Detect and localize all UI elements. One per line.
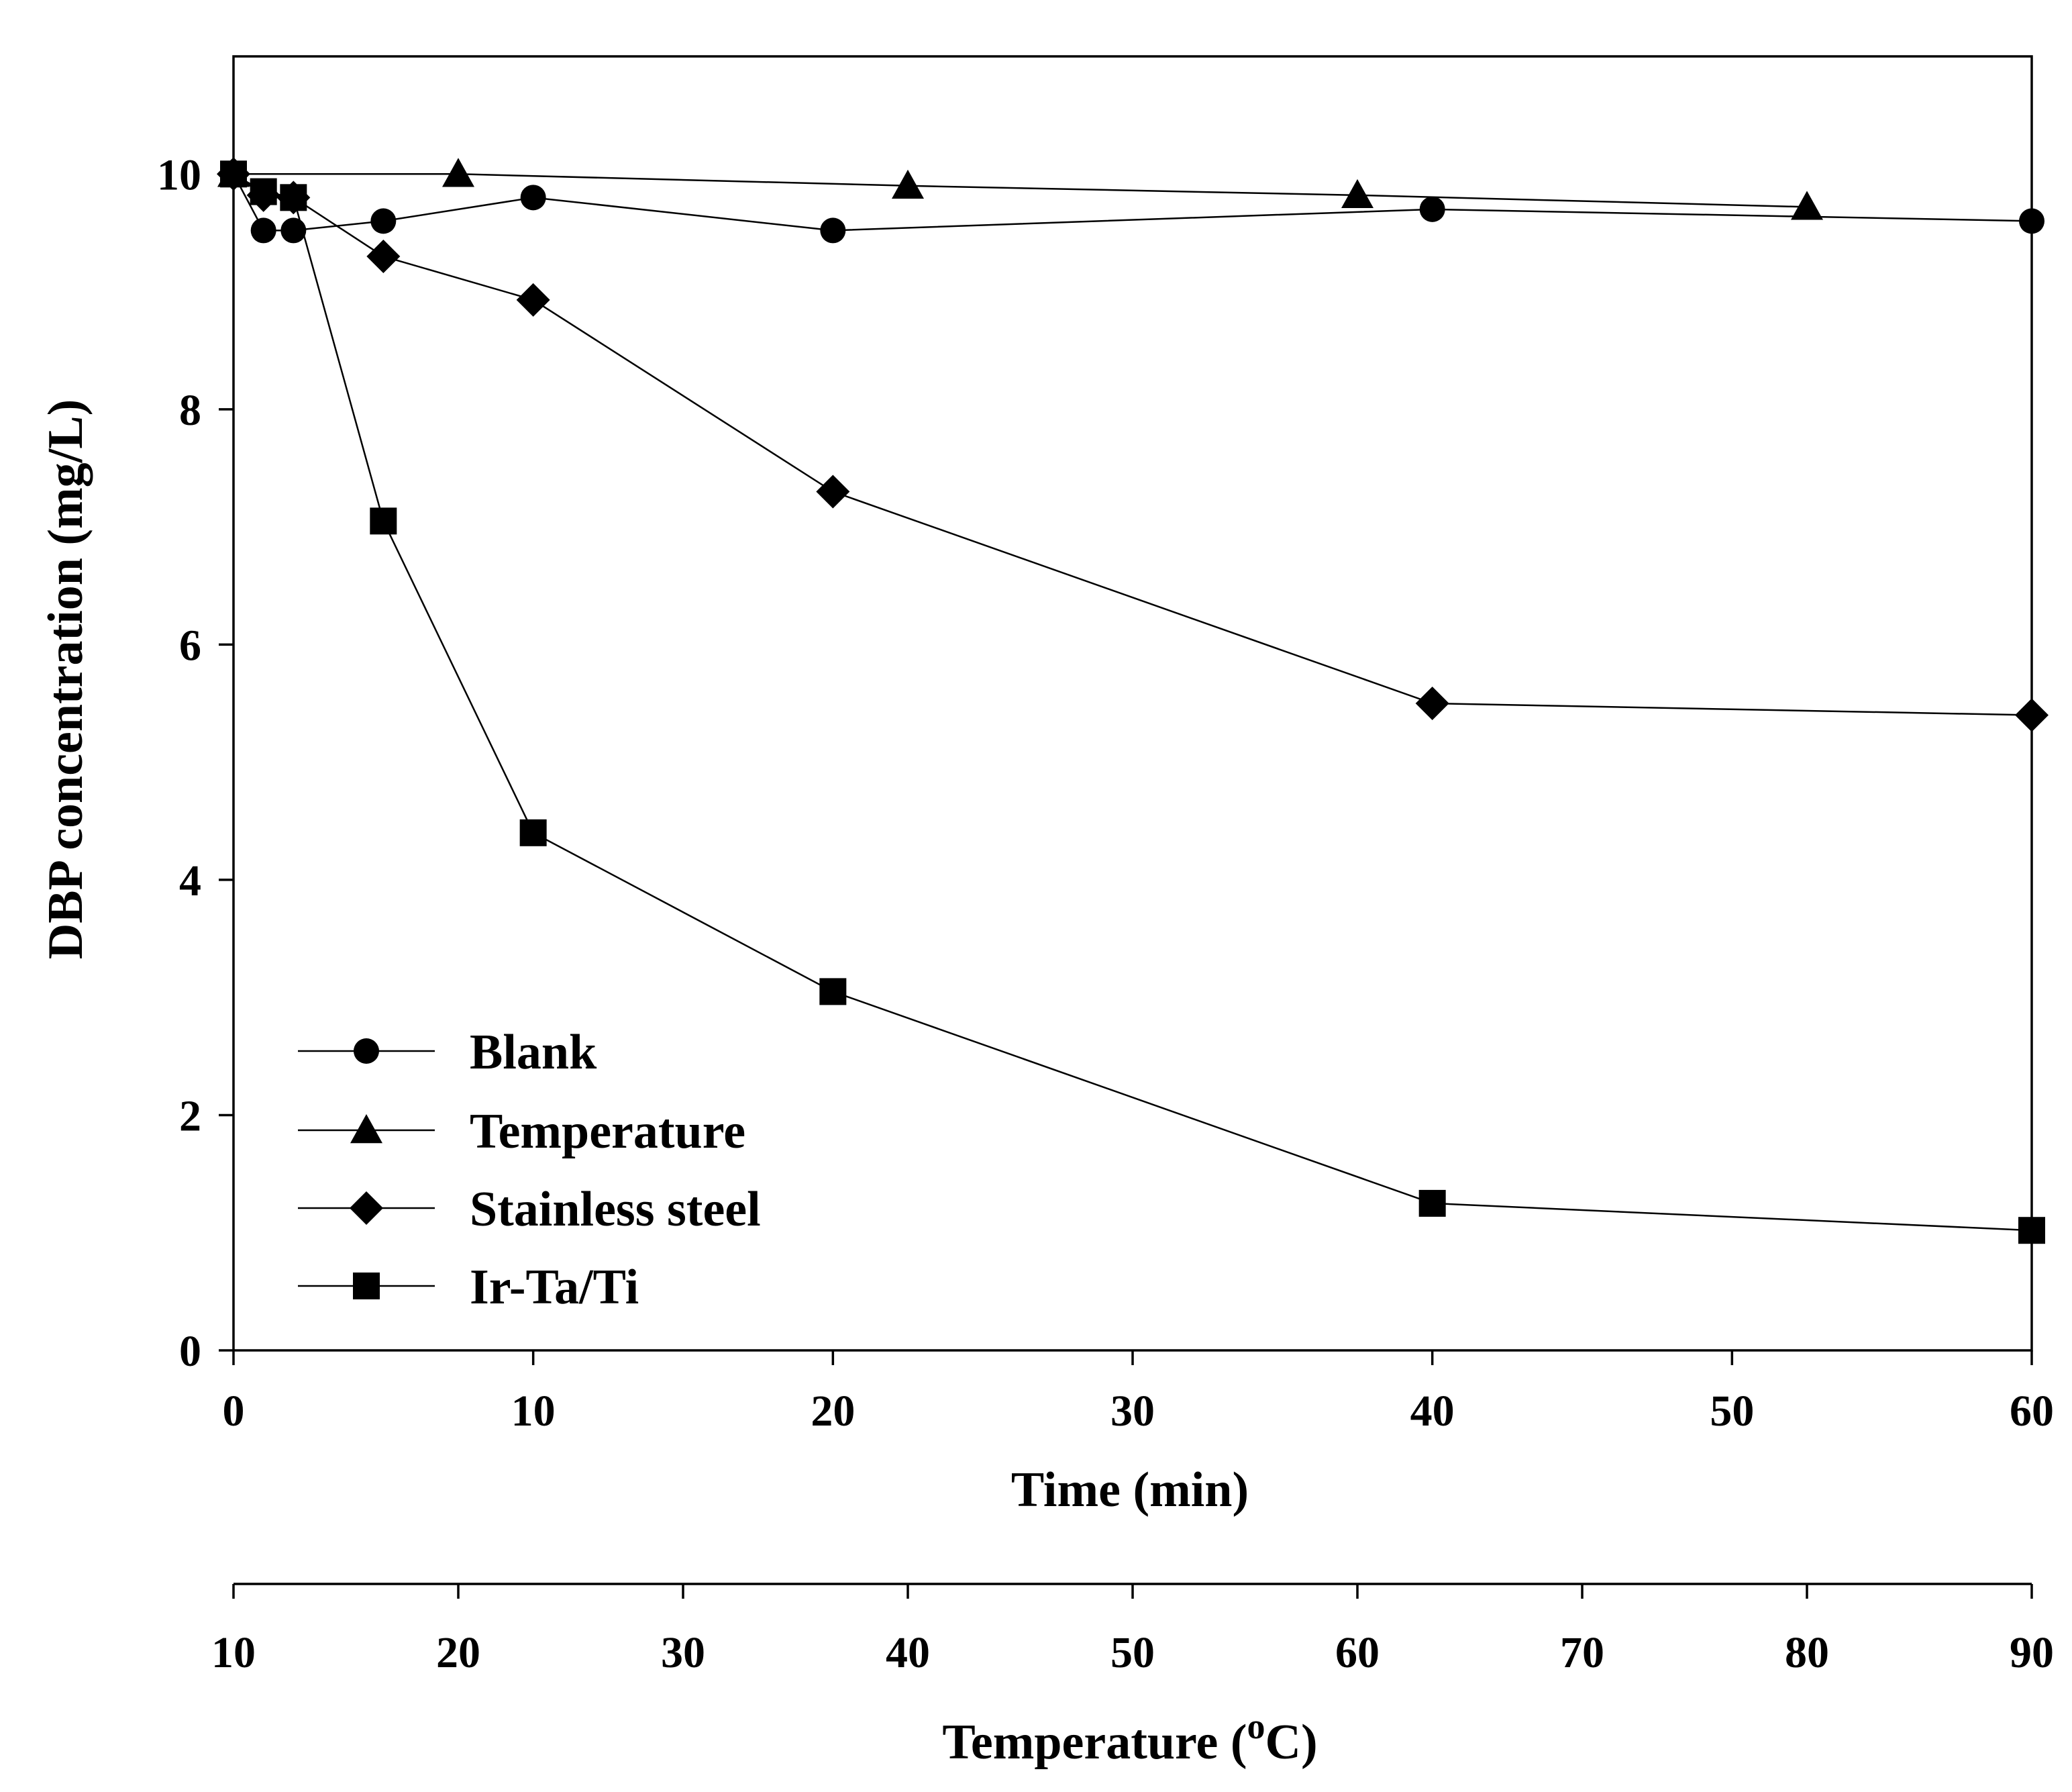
data-point-temperature <box>1341 179 1374 209</box>
x2-tick-label: 10 <box>211 1628 256 1677</box>
data-point-blank <box>1419 196 1445 222</box>
legend-label-blank: Blank <box>470 1025 597 1080</box>
data-point-ir-ta-ti <box>370 507 397 535</box>
y-tick-label: 4 <box>179 856 201 905</box>
x-tick-label: 50 <box>1710 1387 1754 1436</box>
data-point-ir-ta-ti <box>819 978 847 1005</box>
data-point-ir-ta-ti <box>2018 1217 2045 1244</box>
y-tick-label: 0 <box>179 1327 201 1376</box>
data-point-blank <box>2019 208 2044 234</box>
legend-layer: Blank Temperature Stainless steel Ir-Ta/Ti <box>298 1025 761 1315</box>
data-point-ir-ta-ti <box>519 819 547 846</box>
data-point-stainless-steel <box>366 239 401 273</box>
series-line-stainless-steel <box>233 173 2032 716</box>
x2-tick-label: 20 <box>436 1628 480 1677</box>
data-point-ir-ta-ti <box>250 178 277 205</box>
x2-tick-label: 70 <box>1560 1628 1604 1677</box>
data-point-ir-ta-ti <box>280 184 307 211</box>
x2-tick-label: 80 <box>1785 1628 1829 1677</box>
legend-marker-temperature <box>350 1114 382 1144</box>
x-tick-label: 10 <box>511 1387 556 1436</box>
data-point-stainless-steel <box>2015 698 2049 732</box>
legend-label-stainless-steel: Stainless steel <box>470 1182 761 1237</box>
axes-layer: 0 10 20 30 40 50 60 0 2 4 6 8 10 10 20 30 40 50 60 70 80 90 <box>157 55 2054 1677</box>
series-line-blank <box>232 173 2032 232</box>
data-point-blank <box>370 208 397 234</box>
x2-axis-title-superscript: o <box>1247 1706 1265 1746</box>
data-point-blank <box>250 217 276 244</box>
x2-tick-label: 60 <box>1335 1628 1380 1677</box>
y-tick-label: 8 <box>179 386 201 435</box>
data-point-temperature <box>442 158 474 187</box>
y-axis-title: DBP concentration (mg/L) <box>38 399 93 959</box>
x-tick-label: 40 <box>1410 1387 1455 1436</box>
x2-tick-label: 90 <box>2010 1628 2054 1677</box>
x2-axis-title: Temperature (oC) <box>942 1706 1317 1770</box>
data-point-blank <box>520 185 546 211</box>
data-point-ir-ta-ti <box>1418 1189 1446 1217</box>
legend-label-temperature: Temperature <box>470 1104 745 1159</box>
x2-tick-label: 40 <box>886 1628 930 1677</box>
y-tick-label: 2 <box>179 1091 201 1140</box>
data-point-temperature <box>892 169 924 199</box>
y-tick-label: 6 <box>179 621 201 670</box>
legend-marker-blank <box>354 1038 379 1064</box>
data-point-ir-ta-ti <box>220 160 247 188</box>
x2-axis-title-end: C) <box>1265 1715 1318 1770</box>
y-tick-label: 10 <box>157 150 201 199</box>
x2-tick-label: 50 <box>1110 1628 1155 1677</box>
legend-marker-ir-ta-ti <box>353 1273 380 1299</box>
data-point-stainless-steel <box>816 475 850 509</box>
data-point-stainless-steel <box>1415 687 1449 720</box>
x-tick-label: 30 <box>1110 1387 1155 1436</box>
series-layer <box>217 157 2049 1244</box>
legend-marker-stainless-steel <box>350 1191 383 1225</box>
x-tick-label: 60 <box>2010 1387 2054 1436</box>
x2-axis-title-main: Temperature ( <box>942 1715 1247 1770</box>
x-tick-label: 20 <box>811 1387 855 1436</box>
x-axis-title: Time (min) <box>1011 1462 1249 1517</box>
legend-label-ir-ta-ti: Ir-Ta/Ti <box>470 1260 639 1315</box>
data-point-blank <box>280 217 307 244</box>
data-point-blank <box>820 217 846 244</box>
data-point-temperature <box>1791 191 1823 220</box>
x-tick-label: 0 <box>223 1387 245 1436</box>
data-point-stainless-steel <box>516 283 550 317</box>
x2-tick-label: 30 <box>661 1628 705 1677</box>
